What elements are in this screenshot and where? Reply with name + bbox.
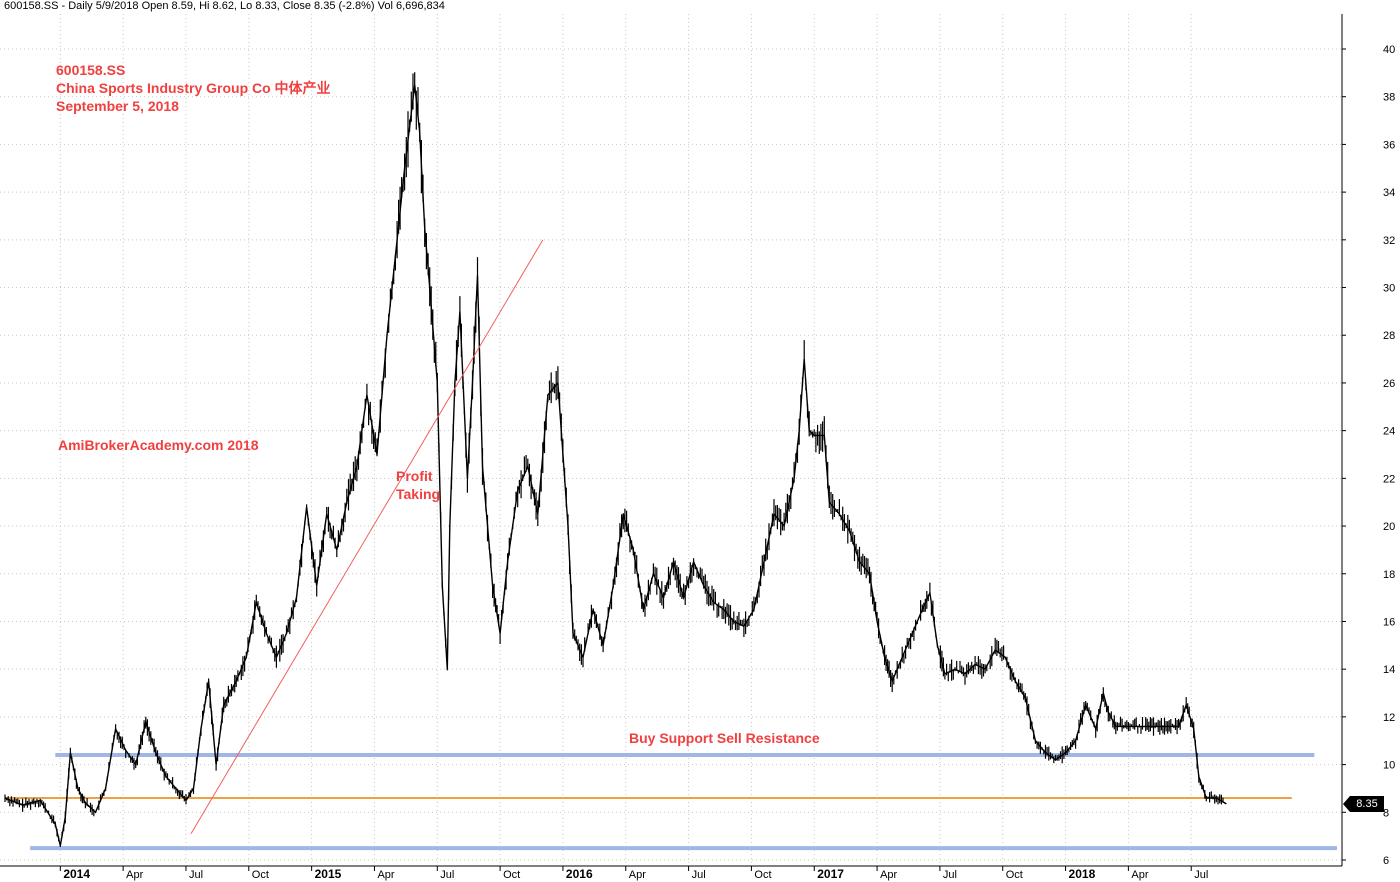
y-tick-label: 28 [1383,330,1395,342]
price-line [4,84,1227,846]
y-tick-label: 18 [1383,569,1395,581]
y-tick-label: 16 [1383,616,1395,628]
y-tick-label: 12 [1383,712,1395,724]
y-tick-label: 6 [1383,855,1389,867]
y-tick-label: 14 [1383,664,1395,676]
profit-taking-label-2: Taking [396,486,441,502]
y-tick-label: 10 [1383,760,1395,772]
x-tick-label: 2014 [63,867,90,881]
x-tick-label: Jul [692,869,706,881]
x-tick-label: Jul [440,869,454,881]
profit-taking-label-1: Profit [396,468,433,484]
y-tick-label: 32 [1383,235,1395,247]
x-tick-label: Oct [1006,869,1023,881]
x-tick-label: Jul [943,869,957,881]
x-tick-label: Jul [1194,869,1208,881]
axes: 6 8 10 12 14 16 18 20 22 24 26 28 30 32 34 36 38 40 2014 Ap… [0,14,1395,881]
last-price-pointer [1343,796,1350,812]
y-tick-label: 40 [1383,44,1395,56]
x-tick-label: Apr [126,869,143,881]
x-tick-label: Oct [252,869,269,881]
price-bars [4,72,1226,847]
x-tick-label: Apr [880,869,897,881]
y-tick-label: 20 [1383,521,1395,533]
horizontal-lines [5,753,1337,851]
support-resistance-label: Buy Support Sell Resistance [629,730,820,746]
y-tick-label: 24 [1383,426,1395,438]
company-label: China Sports Industry Group Co 中体产业 [56,80,331,96]
y-tick-label: 34 [1383,187,1395,199]
last-price-badge: 8.35 [1350,796,1384,812]
trend-line-layer [190,239,544,835]
price-series [4,72,1227,847]
x-tick-label: 2018 [1069,867,1096,881]
chart-info-line: 600158.SS - Daily 5/9/2018 Open 8.59, Hi… [4,0,445,12]
trend-line [190,239,544,835]
x-tick-label: 2016 [566,867,593,881]
ticker-label: 600158.SS [56,62,126,78]
x-tick-label: Oct [754,869,771,881]
date-label: September 5, 2018 [56,98,179,114]
x-tick-label: 2017 [817,867,844,881]
x-tick-label: Apr [377,869,394,881]
y-tick-label: 22 [1383,473,1395,485]
y-tick-label: 30 [1383,283,1395,295]
x-tick-label: Oct [503,869,520,881]
y-tick-label: 38 [1383,92,1395,104]
watermark-label: AmiBrokerAcademy.com 2018 [58,437,259,453]
x-tick-label: 2015 [315,867,342,881]
y-tick-label: 8 [1383,807,1389,819]
x-tick-label: Apr [629,869,646,881]
y-tick-label: 36 [1383,139,1395,151]
x-tick-label: Jul [189,869,203,881]
y-tick-label: 26 [1383,378,1395,390]
x-tick-label: Apr [1131,869,1148,881]
